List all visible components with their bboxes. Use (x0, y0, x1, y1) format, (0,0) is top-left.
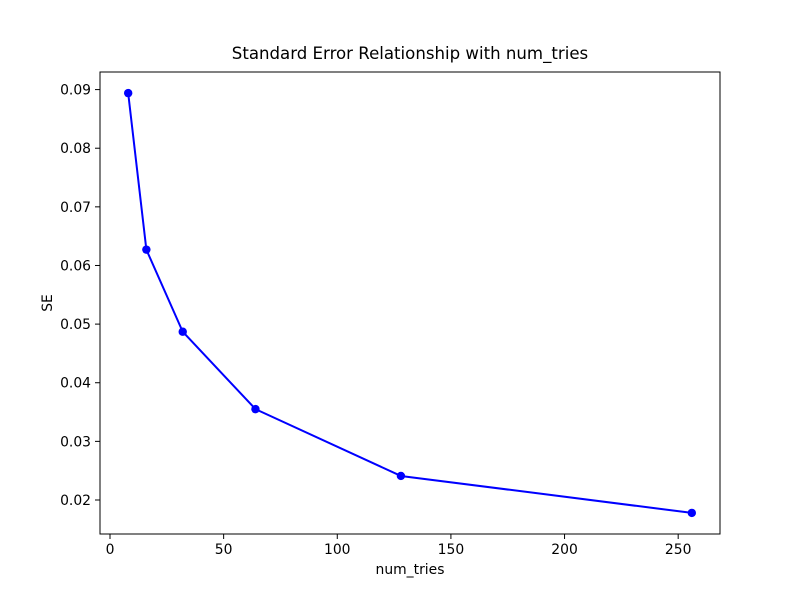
y-tick-label: 0.03 (60, 434, 91, 450)
x-tick-label: 150 (438, 542, 465, 558)
y-axis-label: SE (40, 294, 56, 312)
data-point (178, 327, 187, 336)
x-tick-label: 50 (215, 542, 233, 558)
y-tick-label: 0.07 (60, 200, 91, 216)
data-point (687, 508, 697, 518)
x-tick-label: 100 (324, 542, 351, 558)
y-tick-label: 0.09 (60, 83, 91, 99)
axes-frame (99, 71, 721, 535)
x-tick-label: 250 (665, 542, 692, 558)
y-tick-label: 0.04 (60, 376, 91, 392)
y-tick-label: 0.02 (60, 493, 91, 509)
data-point (142, 245, 151, 254)
y-tick-label: 0.08 (60, 141, 91, 157)
data-point (123, 88, 133, 98)
y-tick-label: 0.05 (60, 317, 91, 333)
chart-title: Standard Error Relationship with num_tri… (232, 44, 588, 64)
data-line (127, 92, 693, 514)
y-tick-label: 0.06 (60, 258, 91, 274)
data-point (396, 471, 406, 481)
x-tick-label: 0 (106, 542, 115, 558)
x-axis-label: num_tries (376, 562, 445, 578)
x-tick-label: 200 (551, 542, 578, 558)
data-point (251, 404, 260, 414)
plot-area: 0 50 100 150 200 250 0.02 0.03 0.04 0.05 0.06 0.07 0… (60, 71, 721, 558)
